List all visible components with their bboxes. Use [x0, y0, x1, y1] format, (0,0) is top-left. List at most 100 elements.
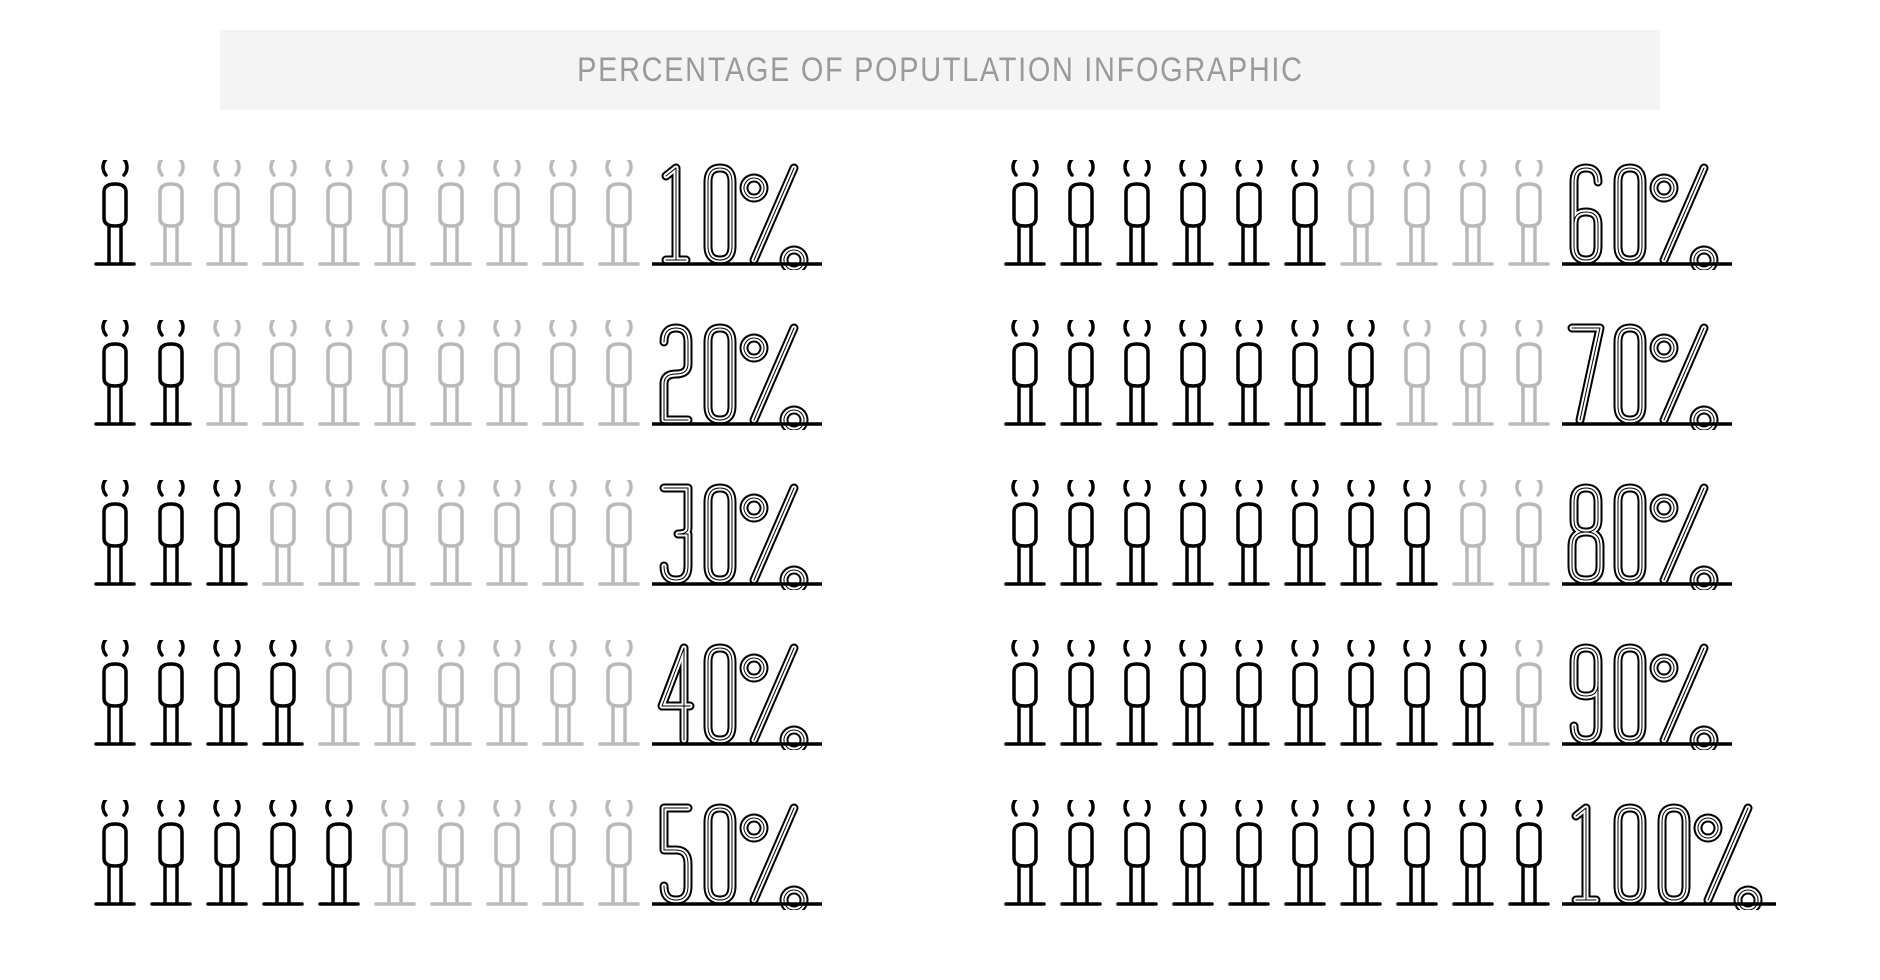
people-icons: [1000, 480, 1554, 590]
person-icon-inactive: [314, 320, 364, 430]
population-row-70: [1000, 320, 1790, 430]
person-icon: [90, 480, 140, 590]
percentage-label: [1562, 806, 1776, 910]
percentage-label: [652, 326, 822, 430]
person-icon: [146, 320, 196, 430]
population-row-10: [90, 160, 880, 270]
people-icons: [90, 480, 644, 590]
person-icon: [1224, 640, 1274, 750]
person-icon: [258, 640, 308, 750]
person-icon: [1000, 320, 1050, 430]
population-row-80: [1000, 480, 1790, 590]
title-bar: PERCENTAGE OF POPUTLATION INFOGRAPHIC: [220, 30, 1660, 110]
page-title: PERCENTAGE OF POPUTLATION INFOGRAPHIC: [577, 51, 1304, 90]
people-icons: [90, 160, 644, 270]
percentage-value-50: [652, 800, 822, 910]
people-icons: [1000, 640, 1554, 750]
person-icon-inactive: [594, 640, 644, 750]
person-icon: [90, 160, 140, 270]
percentage-value-30: [652, 480, 822, 590]
person-icon: [1112, 640, 1162, 750]
person-icon-inactive: [594, 800, 644, 910]
people-icons: [90, 800, 644, 910]
person-icon-inactive: [146, 160, 196, 270]
person-icon: [202, 480, 252, 590]
person-icon: [1392, 480, 1442, 590]
person-icon-inactive: [314, 480, 364, 590]
percentage-label: [652, 166, 822, 270]
percentage-value-70: [1562, 320, 1732, 430]
percentage-value-20: [652, 320, 822, 430]
person-icon-inactive: [482, 640, 532, 750]
person-icon: [1336, 640, 1386, 750]
person-icon: [1112, 320, 1162, 430]
person-icon: [90, 640, 140, 750]
population-row-90: [1000, 640, 1790, 750]
person-icon: [90, 800, 140, 910]
person-icon: [1056, 800, 1106, 910]
person-icon-inactive: [258, 480, 308, 590]
person-icon-inactive: [482, 480, 532, 590]
person-icon: [1168, 160, 1218, 270]
person-icon-inactive: [594, 480, 644, 590]
person-icon: [1336, 480, 1386, 590]
person-icon: [146, 480, 196, 590]
person-icon-inactive: [426, 800, 476, 910]
person-icon: [1168, 800, 1218, 910]
person-icon: [1224, 800, 1274, 910]
percentage-value-100: [1562, 800, 1776, 910]
person-icon-inactive: [482, 160, 532, 270]
person-icon-inactive: [314, 160, 364, 270]
percentage-value-10: [652, 160, 822, 270]
people-icons: [90, 640, 644, 750]
person-icon: [1168, 640, 1218, 750]
percentage-label: [652, 486, 822, 590]
person-icon-inactive: [426, 640, 476, 750]
person-icon-inactive: [202, 160, 252, 270]
person-icon-inactive: [1336, 160, 1386, 270]
population-row-20: [90, 320, 880, 430]
person-icon: [1000, 480, 1050, 590]
population-row-40: [90, 640, 880, 750]
percentage-label: [1562, 166, 1732, 270]
person-icon-inactive: [258, 320, 308, 430]
person-icon: [1448, 640, 1498, 750]
person-icon-inactive: [482, 800, 532, 910]
person-icon-inactive: [370, 160, 420, 270]
percentage-label: [1562, 646, 1732, 750]
person-icon: [1056, 480, 1106, 590]
person-icon: [1000, 160, 1050, 270]
person-icon: [202, 640, 252, 750]
person-icon-inactive: [202, 320, 252, 430]
people-icons: [1000, 160, 1554, 270]
person-icon: [1224, 480, 1274, 590]
person-icon-inactive: [1504, 640, 1554, 750]
person-icon: [1000, 640, 1050, 750]
person-icon-inactive: [538, 160, 588, 270]
person-icon-inactive: [482, 320, 532, 430]
person-icon-inactive: [1448, 320, 1498, 430]
percentage-value-90: [1562, 640, 1732, 750]
person-icon: [1056, 640, 1106, 750]
person-icon-inactive: [1448, 480, 1498, 590]
person-icon: [1056, 320, 1106, 430]
person-icon: [1112, 800, 1162, 910]
person-icon: [258, 800, 308, 910]
person-icon: [1000, 800, 1050, 910]
person-icon-inactive: [370, 480, 420, 590]
person-icon: [146, 640, 196, 750]
person-icon-inactive: [594, 320, 644, 430]
percentage-value-60: [1562, 160, 1732, 270]
person-icon: [146, 800, 196, 910]
person-icon: [1280, 480, 1330, 590]
person-icon-inactive: [370, 640, 420, 750]
person-icon-inactive: [370, 800, 420, 910]
person-icon-inactive: [370, 320, 420, 430]
person-icon-inactive: [1448, 160, 1498, 270]
percentage-value-40: [652, 640, 822, 750]
person-icon: [1392, 800, 1442, 910]
person-icon: [1504, 800, 1554, 910]
person-icon-inactive: [538, 480, 588, 590]
person-icon: [1280, 320, 1330, 430]
person-icon-inactive: [538, 640, 588, 750]
